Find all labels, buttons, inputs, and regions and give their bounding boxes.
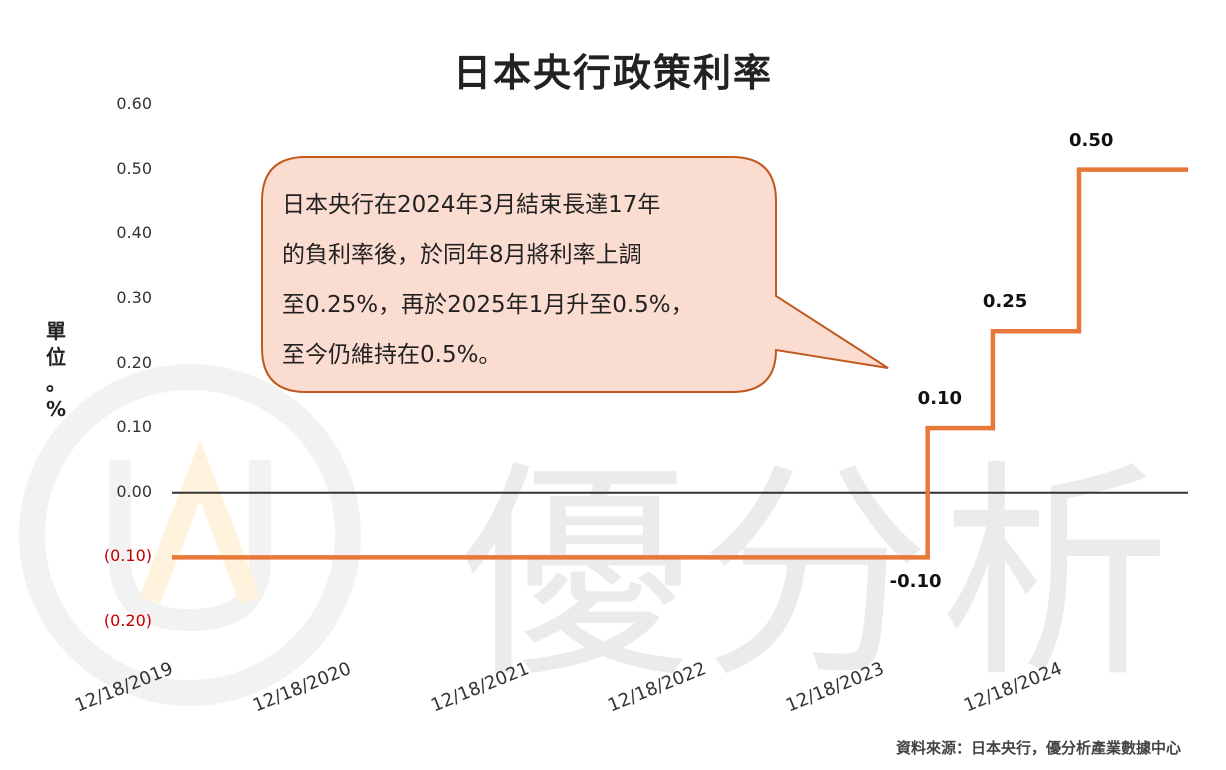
data-label: -0.10 xyxy=(889,571,942,593)
y-tick-label: 0.60 xyxy=(116,94,152,113)
y-tick-label: (0.20) xyxy=(103,611,152,630)
annotation-line: 的負利率後，於同年8月將利率上調 xyxy=(282,242,642,268)
data-label: 0.50 xyxy=(1069,129,1114,151)
y-tick-label: 0.30 xyxy=(116,287,152,307)
y-axis-label-char: 單 xyxy=(46,319,66,343)
annotation-text: 日本央行在2024年3月結束長達17年 的負利率後，於同年8月將利率上調 至0.… xyxy=(282,180,762,380)
watermark-ring xyxy=(19,364,361,706)
source-note: 資料來源：日本央行，優分析產業數據中心 xyxy=(895,739,1181,757)
y-tick-label: 0.10 xyxy=(116,417,152,437)
annotation-line: 至今仍維持在0.5%。 xyxy=(282,342,502,368)
y-axis-label-char: % xyxy=(45,397,67,421)
y-axis-label-char: 。 xyxy=(46,371,66,395)
y-axis-label: 單 位 。 % xyxy=(42,318,70,422)
annotation-line: 至0.25%，再於2025年1月升至0.5%， xyxy=(282,292,694,318)
annotation-bubble xyxy=(261,156,889,393)
series-line-policy-rate xyxy=(172,167,1188,560)
y-axis-label-char: 位 xyxy=(46,345,66,369)
data-label: 0.10 xyxy=(917,388,963,410)
watermark-text: 優分析 xyxy=(460,442,1181,709)
chart-title: 日本央行政策利率 xyxy=(452,51,773,95)
y-tick-label: 0.00 xyxy=(116,481,152,501)
y-tick-label: (0.10) xyxy=(103,546,152,566)
y-tick-label: 0.40 xyxy=(116,223,152,243)
y-tick-label: 0.50 xyxy=(116,158,152,178)
y-tick-label: 0.20 xyxy=(116,352,152,372)
annotation-line: 日本央行在2024年3月結束長達17年 xyxy=(282,192,661,218)
data-label: 0.25 xyxy=(982,291,1028,313)
